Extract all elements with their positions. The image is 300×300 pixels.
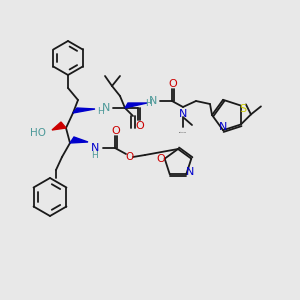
- Text: S: S: [239, 103, 247, 114]
- Text: N: N: [219, 122, 227, 132]
- Text: H: H: [92, 151, 98, 160]
- Text: N: N: [91, 143, 99, 153]
- Text: N: N: [102, 103, 110, 113]
- Text: O: O: [169, 79, 177, 89]
- Text: H: H: [145, 100, 152, 109]
- Text: H: H: [97, 106, 104, 116]
- Text: HO: HO: [30, 128, 46, 138]
- Text: N: N: [186, 167, 194, 177]
- Text: O: O: [112, 126, 120, 136]
- Text: O: O: [136, 121, 144, 131]
- Polygon shape: [73, 108, 95, 113]
- Polygon shape: [125, 103, 147, 108]
- Text: N: N: [149, 96, 157, 106]
- Text: O: O: [125, 152, 133, 162]
- Text: N: N: [179, 109, 187, 119]
- Text: O: O: [156, 154, 165, 164]
- Text: methyl-line: methyl-line: [179, 131, 187, 133]
- Polygon shape: [70, 137, 88, 143]
- Polygon shape: [52, 122, 66, 130]
